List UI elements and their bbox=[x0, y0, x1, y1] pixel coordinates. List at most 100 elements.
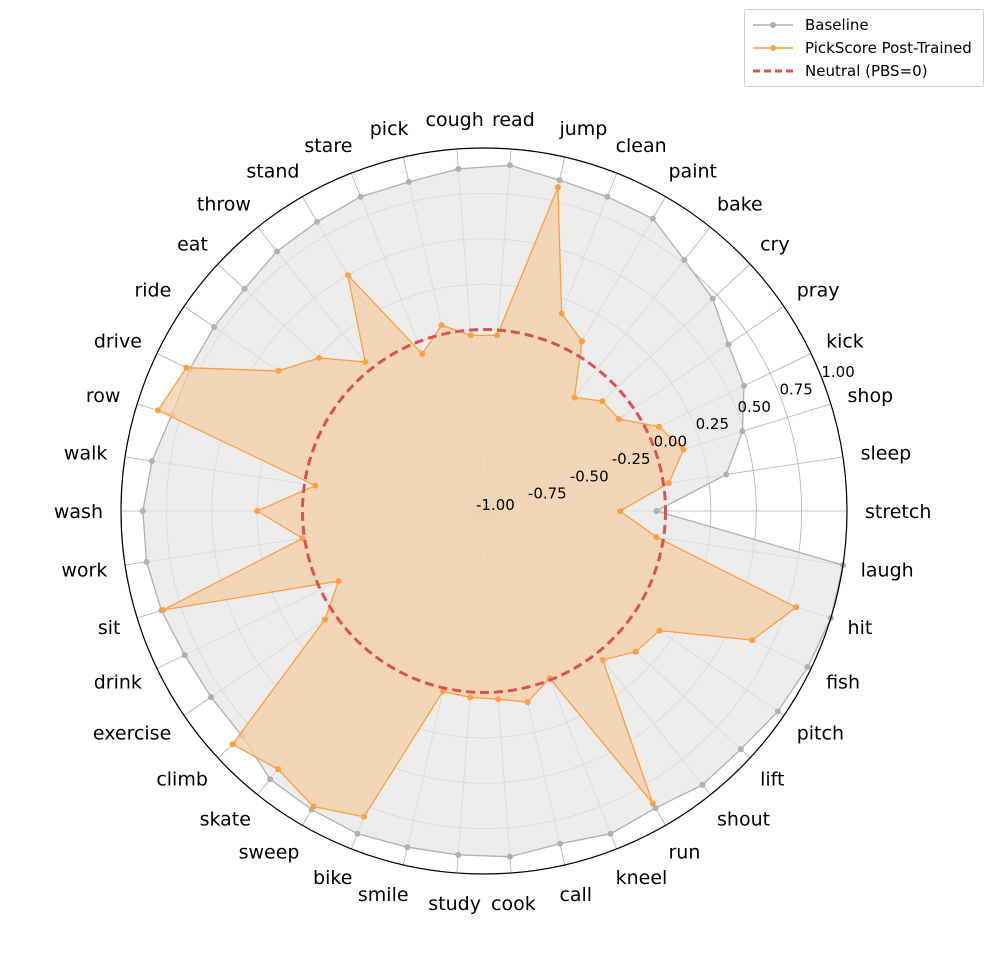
point-baseline-exercise bbox=[208, 694, 215, 701]
category-label-sit: sit bbox=[98, 617, 121, 639]
category-label-drive: drive bbox=[94, 330, 142, 352]
point-baseline-throw bbox=[273, 248, 280, 255]
category-label-wash: wash bbox=[54, 501, 103, 523]
category-label-fish: fish bbox=[826, 672, 860, 694]
rtick-label-3: -0.25 bbox=[612, 450, 651, 468]
point-pickscore-post-trained-pick bbox=[438, 322, 445, 329]
legend-swatch-neutral bbox=[753, 69, 793, 73]
rtick-label-7: 0.75 bbox=[779, 380, 812, 398]
point-pickscore-post-trained-cough bbox=[467, 332, 474, 339]
category-label-skate: skate bbox=[200, 808, 251, 830]
point-baseline-bake bbox=[681, 256, 688, 263]
point-pickscore-post-trained-bike bbox=[360, 813, 367, 820]
point-pickscore-post-trained-stare bbox=[419, 350, 426, 357]
category-label-stand: stand bbox=[246, 161, 299, 183]
point-baseline-eat bbox=[241, 285, 248, 292]
category-label-sleep: sleep bbox=[861, 442, 912, 464]
point-pickscore-post-trained-run bbox=[649, 800, 656, 807]
legend-item-pickscore: PickScore Post-Trained bbox=[753, 37, 972, 59]
category-label-pitch: pitch bbox=[797, 722, 844, 744]
point-baseline-stare bbox=[357, 193, 364, 200]
point-baseline-walk bbox=[148, 457, 155, 464]
category-label-sweep: sweep bbox=[239, 841, 300, 863]
point-pickscore-post-trained-eat bbox=[316, 354, 323, 361]
point-baseline-smile bbox=[404, 844, 411, 851]
point-pickscore-post-trained-throw bbox=[362, 359, 369, 366]
rtick-label-1: -0.75 bbox=[528, 485, 567, 503]
point-pickscore-post-trained-ride bbox=[275, 367, 282, 374]
point-baseline-pick bbox=[405, 178, 412, 185]
point-pickscore-post-trained-drive bbox=[183, 364, 190, 371]
point-pickscore-post-trained-laugh bbox=[653, 533, 660, 540]
category-label-shop: shop bbox=[848, 385, 894, 407]
category-label-pray: pray bbox=[797, 280, 840, 302]
category-label-exercise: exercise bbox=[93, 722, 171, 744]
point-pickscore-post-trained-jump bbox=[554, 184, 561, 191]
point-baseline-skate bbox=[267, 776, 274, 783]
polar-frame bbox=[120, 147, 848, 875]
point-baseline-cook bbox=[506, 853, 513, 860]
category-label-ride: ride bbox=[134, 280, 171, 302]
point-baseline-jump bbox=[556, 177, 563, 184]
point-pickscore-post-trained-exercise bbox=[322, 616, 329, 623]
legend-label-baseline: Baseline bbox=[805, 16, 869, 34]
point-pickscore-post-trained-sweep bbox=[310, 803, 317, 810]
rtick-label-2: -0.50 bbox=[570, 467, 609, 485]
legend-swatch-pickscore bbox=[753, 45, 793, 51]
category-label-walk: walk bbox=[64, 442, 107, 464]
point-pickscore-post-trained-fish bbox=[749, 637, 756, 644]
rtick-label-8: 1.00 bbox=[821, 363, 854, 381]
point-baseline-kick bbox=[741, 382, 748, 389]
point-pickscore-post-trained-row bbox=[154, 407, 161, 414]
point-baseline-cry bbox=[709, 295, 716, 302]
legend-swatch-baseline bbox=[753, 22, 793, 28]
point-pickscore-post-trained-pray bbox=[615, 415, 622, 422]
point-pickscore-post-trained-bake bbox=[571, 394, 578, 401]
category-label-study: study bbox=[428, 893, 481, 915]
rtick-label-4: 0.00 bbox=[654, 433, 687, 451]
point-baseline-paint bbox=[649, 215, 656, 222]
point-baseline-shop bbox=[739, 428, 746, 435]
point-baseline-call bbox=[556, 840, 563, 847]
legend-label-pickscore: PickScore Post-Trained bbox=[805, 39, 972, 57]
point-pickscore-post-trained-smile bbox=[439, 688, 446, 695]
point-pickscore-post-trained-shop bbox=[680, 446, 687, 453]
rtick-label-6: 0.50 bbox=[738, 398, 771, 416]
point-baseline-pitch bbox=[774, 708, 781, 715]
category-label-jump: jump bbox=[558, 118, 607, 140]
point-pickscore-post-trained-study bbox=[467, 694, 474, 701]
category-label-cry: cry bbox=[760, 234, 790, 256]
point-baseline-pray bbox=[725, 341, 732, 348]
point-baseline-study bbox=[455, 851, 462, 858]
category-label-cough: cough bbox=[426, 109, 484, 131]
category-label-climb: climb bbox=[156, 768, 208, 790]
point-baseline-ride bbox=[211, 323, 218, 330]
point-pickscore-post-trained-lift bbox=[632, 648, 639, 655]
rtick-label-0: -1.00 bbox=[476, 496, 515, 514]
point-baseline-cough bbox=[455, 165, 462, 172]
series-fill-pickscore-post-trained bbox=[157, 187, 797, 817]
point-baseline-lift bbox=[737, 746, 744, 753]
point-baseline-fish bbox=[804, 663, 811, 670]
category-label-eat: eat bbox=[177, 234, 208, 256]
category-label-cook: cook bbox=[491, 893, 536, 915]
point-pickscore-post-trained-kick bbox=[655, 423, 662, 430]
category-label-clean: clean bbox=[616, 135, 667, 157]
point-baseline-sleep bbox=[723, 471, 730, 478]
category-label-hit: hit bbox=[848, 617, 873, 639]
legend-label-neutral: Neutral (PBS=0) bbox=[805, 62, 928, 80]
category-label-stare: stare bbox=[304, 135, 352, 157]
category-label-lift: lift bbox=[760, 768, 784, 790]
category-label-work: work bbox=[61, 560, 107, 582]
point-pickscore-post-trained-pitch bbox=[656, 627, 663, 634]
category-label-row: row bbox=[86, 385, 121, 407]
point-pickscore-post-trained-work bbox=[299, 535, 306, 542]
point-baseline-bike bbox=[354, 830, 361, 837]
point-pickscore-post-trained-drink bbox=[335, 578, 342, 585]
category-label-shout: shout bbox=[717, 808, 770, 830]
category-label-call: call bbox=[559, 884, 592, 906]
point-baseline-stand bbox=[314, 218, 321, 225]
category-label-throw: throw bbox=[197, 194, 251, 216]
category-label-laugh: laugh bbox=[861, 560, 914, 582]
